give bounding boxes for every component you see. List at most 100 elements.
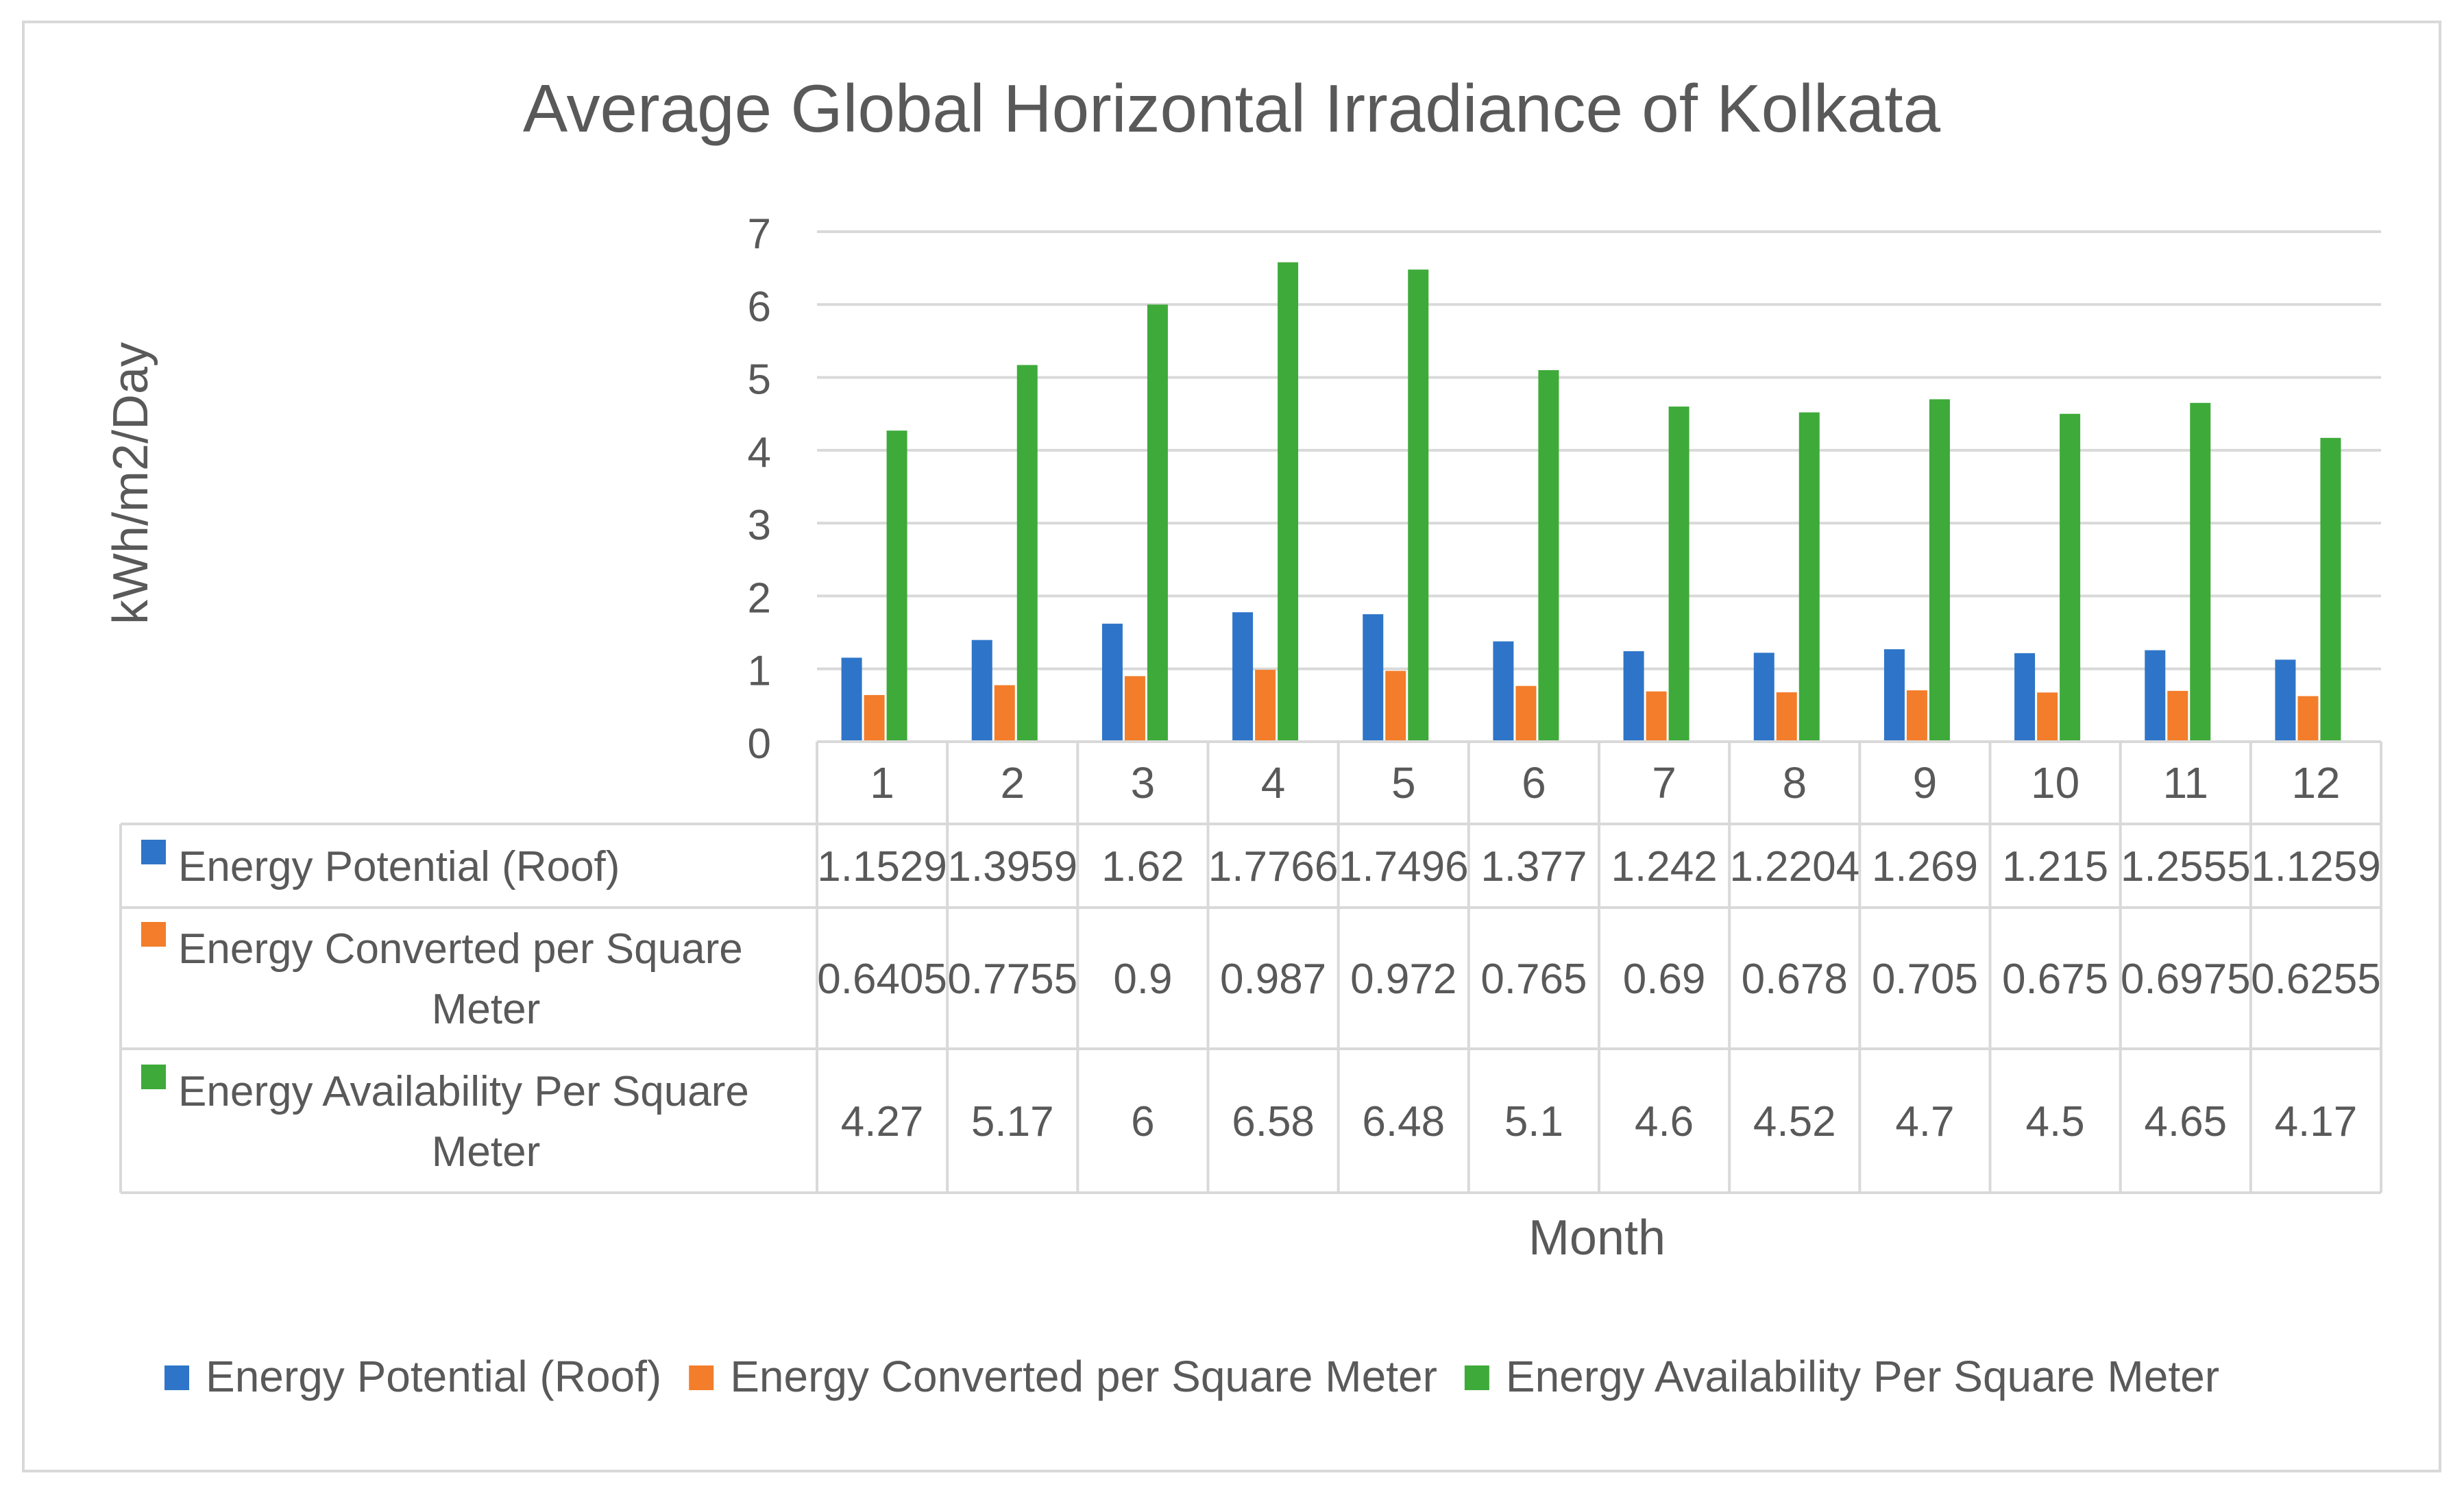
x-tick-label: 6: [1522, 758, 1546, 807]
bar-1-month-11: [2145, 650, 2166, 742]
table-cell-value: 0.6405: [817, 956, 947, 1003]
y-tick-label: 5: [748, 356, 771, 404]
x-tick-label: 8: [1782, 758, 1807, 807]
bar-2-month-5: [1385, 670, 1406, 742]
bar-3-month-8: [1798, 412, 1820, 742]
bar-3-month-1: [886, 430, 907, 742]
table-legend-key: [141, 922, 166, 947]
table-row-label: Meter: [432, 986, 540, 1033]
y-axis-label: kWh/m2/Day: [103, 342, 158, 624]
bar-1-month-3: [1101, 623, 1123, 742]
table-cell-value: 0.6975: [2121, 956, 2251, 1003]
y-tick-label: 7: [748, 210, 771, 258]
table-cell-value: 1.269: [1872, 843, 1978, 890]
table-row-label: Energy Potential (Roof): [178, 843, 620, 890]
bar-1-month-8: [1753, 653, 1774, 742]
y-tick-label: 1: [748, 648, 771, 695]
table-cell-value: 5.1: [1504, 1098, 1563, 1145]
legend-key-1: [164, 1365, 189, 1390]
bar-1-month-4: [1232, 612, 1254, 742]
table-cell-value: 1.2204: [1729, 843, 1859, 890]
bar-2-month-1: [864, 694, 885, 742]
x-tick-label: 1: [870, 758, 894, 807]
x-tick-label: 4: [1261, 758, 1286, 807]
bar-1-month-7: [1623, 651, 1644, 742]
table-cell-value: 4.6: [1635, 1098, 1694, 1145]
x-tick-label: 11: [2163, 758, 2208, 807]
chart-title: Average Global Horizontal Irradiance of …: [523, 71, 1941, 146]
bar-3-month-2: [1016, 365, 1038, 742]
bar-1-month-1: [841, 657, 862, 742]
bar-2-month-2: [994, 685, 1015, 742]
y-tick-label: 6: [748, 283, 771, 330]
table-cell-value: 0.9: [1113, 956, 1172, 1003]
x-tick-label: 12: [2291, 758, 2340, 807]
legend-entry-2: Energy Converted per Square Meter: [730, 1352, 1437, 1401]
table-cell-value: 4.5: [2025, 1098, 2084, 1145]
gridlines: [817, 230, 2381, 670]
table-cell-value: 0.675: [2002, 956, 2108, 1003]
x-tick-label: 7: [1652, 758, 1676, 807]
table-cell-value: 0.765: [1480, 956, 1587, 1003]
table-cell-value: 4.17: [2275, 1098, 2358, 1145]
table-cell-value: 4.52: [1753, 1098, 1836, 1145]
bar-3-month-10: [2060, 413, 2081, 742]
table-cell-value: 0.7755: [947, 956, 1077, 1003]
table-cell-value: 1.62: [1101, 843, 1184, 890]
y-tick-label: 3: [748, 502, 771, 549]
table-cell-value: 0.987: [1220, 956, 1326, 1003]
legend: Energy Potential (Roof) Energy Converted …: [164, 1352, 2219, 1401]
bar-2-month-3: [1124, 676, 1145, 742]
table-legend-key: [141, 1065, 166, 1089]
bar-3-month-11: [2190, 402, 2211, 742]
bar-3-month-4: [1278, 262, 1299, 742]
x-tick-label: 9: [1913, 758, 1938, 807]
y-tick-label: 0: [748, 720, 771, 768]
table-cell-value: 1.7766: [1208, 843, 1339, 890]
table-cell-value: 1.2555: [2121, 843, 2251, 890]
bars: [841, 262, 2341, 742]
table-row-label: Energy Availability Per Square: [178, 1068, 749, 1115]
bar-2-month-4: [1255, 670, 1276, 742]
bar-3-month-5: [1408, 269, 1429, 742]
table-cell-value: 1.1259: [2251, 843, 2381, 890]
legend-entry-3: Energy Availability Per Square Meter: [1506, 1352, 2219, 1401]
table-cell-value: 0.705: [1872, 956, 1978, 1003]
x-tick-label: 3: [1131, 758, 1156, 807]
table-cell-value: 0.69: [1623, 956, 1706, 1003]
table-row-label: Meter: [432, 1128, 540, 1176]
y-tick-labels: 0 1 2 3 4 5 6 7: [748, 210, 771, 768]
table-cell-value: 6: [1131, 1098, 1154, 1145]
table-row-label: Energy Converted per Square: [178, 925, 743, 973]
y-tick-label: 4: [748, 429, 771, 476]
table-cell-value: 5.17: [971, 1098, 1054, 1145]
legend-key-2: [689, 1365, 714, 1390]
table-cell-value: 1.1529: [817, 843, 947, 890]
chart-frame: [22, 21, 2441, 1472]
bar-2-month-8: [1776, 692, 1797, 742]
table-cell-value: 1.215: [2002, 843, 2108, 890]
bar-1-month-9: [1883, 649, 1905, 742]
table-cell-value: 1.3959: [947, 843, 1077, 890]
bar-1-month-6: [1493, 641, 1514, 742]
table-cell-value: 1.7496: [1339, 843, 1469, 890]
bar-3-month-7: [1668, 406, 1690, 742]
table-cell-value: 0.972: [1350, 956, 1456, 1003]
bar-1-month-2: [971, 640, 992, 742]
bar-1-month-12: [2275, 659, 2296, 742]
bar-2-month-7: [1646, 691, 1667, 742]
table-cell-value: 0.678: [1742, 956, 1848, 1003]
table-legend-key: [141, 840, 166, 864]
bar-3-month-12: [2320, 437, 2341, 742]
bar-2-month-6: [1515, 685, 1537, 742]
bar-1-month-5: [1363, 614, 1384, 742]
bar-2-month-9: [1906, 690, 1927, 742]
bar-3-month-3: [1147, 304, 1168, 742]
bar-1-month-10: [2014, 653, 2036, 742]
bar-2-month-10: [2037, 692, 2058, 742]
table-cell-value: 0.6255: [2251, 956, 2381, 1003]
x-tick-label: 5: [1391, 758, 1416, 807]
table-cell-value: 1.377: [1480, 843, 1587, 890]
